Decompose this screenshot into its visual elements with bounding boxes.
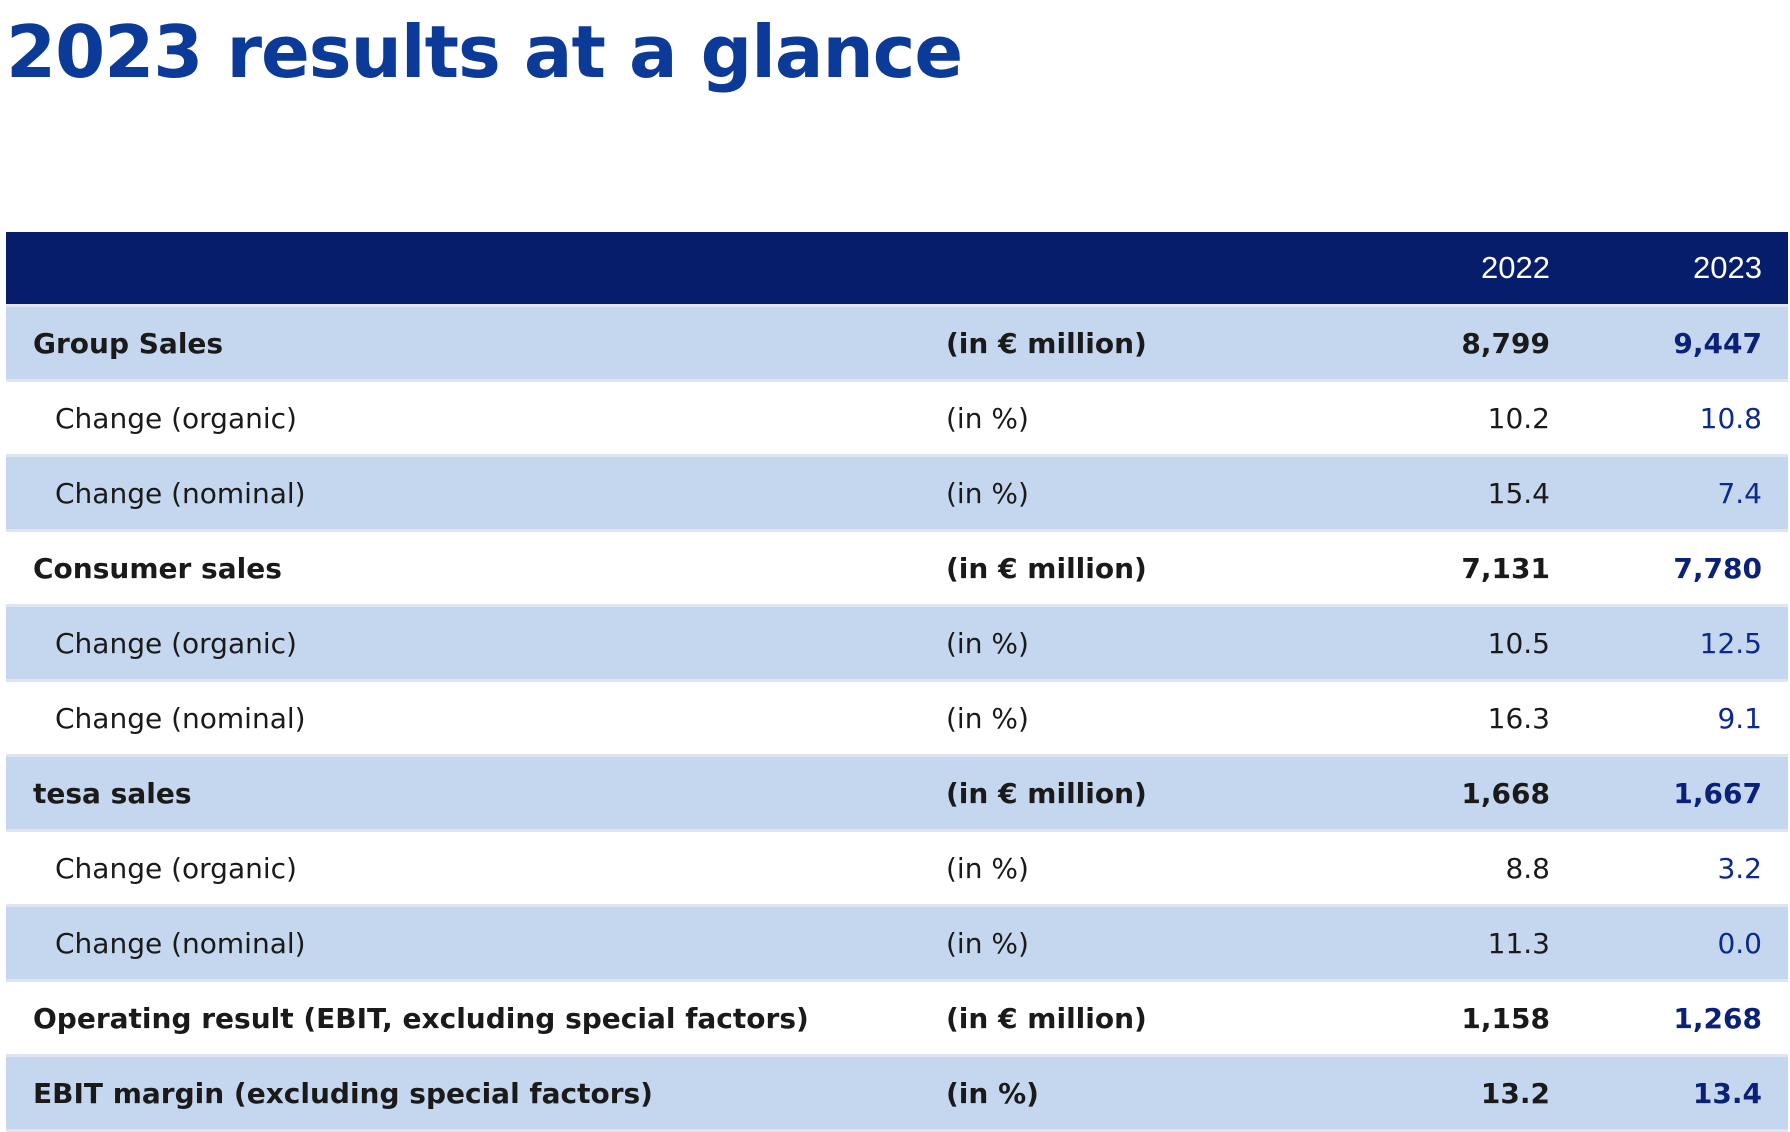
row-label: EBIT margin (excluding special factors) [6,1057,946,1132]
row-value-2022: 10.2 [1406,382,1572,457]
table-row: Change (organic) (in %) 10.5 12.5 [6,607,1788,682]
row-unit: (in € million) [946,982,1406,1057]
row-value-2022: 10.5 [1406,607,1572,682]
row-label: tesa sales [6,757,946,832]
row-value-2022: 7,131 [1406,532,1572,607]
row-value-2023: 0.0 [1572,907,1788,982]
header-year-2022: 2022 [1406,232,1572,307]
row-value-2022: 8.8 [1406,832,1572,907]
row-value-2022: 11.3 [1406,907,1572,982]
row-value-2022: 1,158 [1406,982,1572,1057]
page-title: 2023 results at a glance [6,10,963,94]
row-label: Change (nominal) [6,682,946,757]
header-year-2023: 2023 [1572,232,1788,307]
row-value-2023: 9,447 [1572,307,1788,382]
row-unit: (in %) [946,907,1406,982]
table-row: Operating result (EBIT, excluding specia… [6,982,1788,1057]
table-row: Consumer sales (in € million) 7,131 7,780 [6,532,1788,607]
table-row: Change (nominal) (in %) 16.3 9.1 [6,682,1788,757]
table-row: tesa sales (in € million) 1,668 1,667 [6,757,1788,832]
row-value-2022: 13.2 [1406,1057,1572,1132]
row-label: Change (organic) [6,382,946,457]
row-label: Change (nominal) [6,907,946,982]
row-label: Operating result (EBIT, excluding specia… [6,982,946,1057]
row-unit: (in %) [946,832,1406,907]
row-value-2023: 12.5 [1572,607,1788,682]
row-unit: (in € million) [946,757,1406,832]
table-row: Change (nominal) (in %) 15.4 7.4 [6,457,1788,532]
row-label: Change (organic) [6,607,946,682]
table-row: EBIT margin (excluding special factors)(… [6,1057,1788,1132]
row-label: Change (nominal) [6,457,946,532]
results-table: 2022 2023 Group Sales (in € million) 8,799… [6,232,1788,1132]
row-label: Change (organic) [6,832,946,907]
row-unit: (in %) [946,682,1406,757]
row-label: Group Sales [6,307,946,382]
row-value-2023: 7,780 [1572,532,1788,607]
table-header-row: 2022 2023 [6,232,1788,307]
table-body: Group Sales (in € million) 8,799 9,447 Chang… [6,307,1788,1132]
row-value-2023: 1,667 [1572,757,1788,832]
table-row: Group Sales (in € million) 8,799 9,447 [6,307,1788,382]
row-unit: (in %) [946,382,1406,457]
row-value-2022: 1,668 [1406,757,1572,832]
row-unit: (in € million) [946,307,1406,382]
row-value-2023: 9.1 [1572,682,1788,757]
row-value-2023: 7.4 [1572,457,1788,532]
header-label-cell [6,232,946,307]
row-value-2023: 3.2 [1572,832,1788,907]
row-value-2023: 1,268 [1572,982,1788,1057]
row-unit: (in € million) [946,532,1406,607]
row-value-2022: 8,799 [1406,307,1572,382]
header-unit-cell [946,232,1406,307]
row-value-2023: 10.8 [1572,382,1788,457]
row-value-2022: 15.4 [1406,457,1572,532]
row-unit: (in %) [946,1057,1406,1132]
row-unit: (in %) [946,607,1406,682]
table-row: Change (organic) (in %) 10.2 10.8 [6,382,1788,457]
table-row: Change (organic) (in %) 8.8 3.2 [6,832,1788,907]
row-unit: (in %) [946,457,1406,532]
table-row: Change (nominal) (in %) 11.3 0.0 [6,907,1788,982]
row-value-2023: 13.4 [1572,1057,1788,1132]
row-value-2022: 16.3 [1406,682,1572,757]
row-label: Consumer sales [6,532,946,607]
